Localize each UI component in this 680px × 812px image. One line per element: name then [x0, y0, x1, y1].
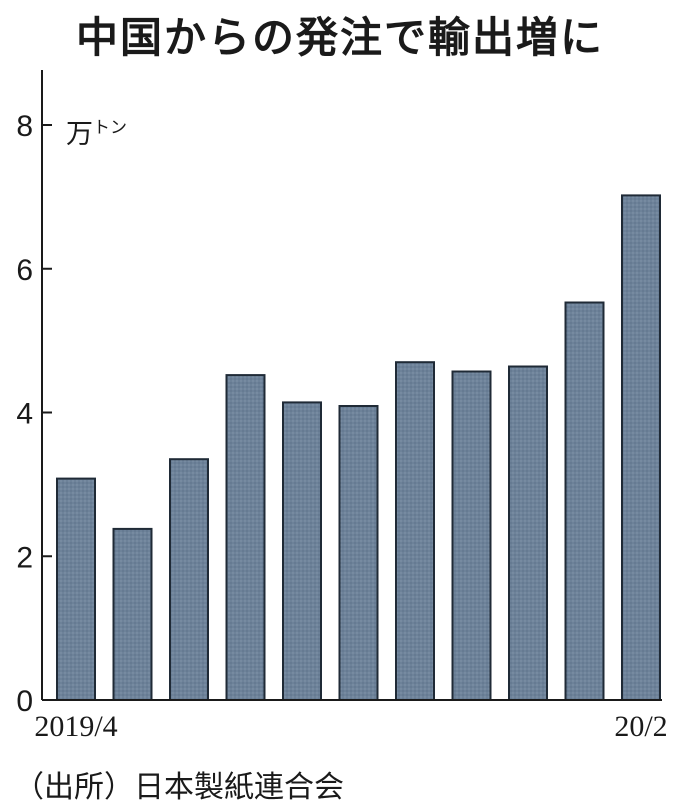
bar-2019/10	[395, 361, 435, 701]
chart-title: 中国からの発注で輸出増に	[75, 13, 604, 62]
bar-2019/4	[56, 477, 96, 701]
bar-20/2	[621, 194, 661, 701]
bar-2019/9	[338, 405, 379, 701]
bar-2020/1	[564, 301, 605, 701]
unit-small: トン	[93, 118, 127, 138]
y-tick-label-8: 8	[16, 110, 33, 143]
y-axis-unit: 万トン	[66, 112, 127, 151]
bar-2019/7	[225, 374, 266, 701]
bar-2019/6	[169, 458, 209, 702]
x-tick-label-10: 20/2	[614, 710, 667, 743]
y-tick-label-6: 6	[16, 254, 33, 287]
unit-main: 万	[66, 119, 93, 150]
y-tick-label-2: 2	[16, 541, 33, 574]
bar-2019/5	[112, 527, 153, 702]
bar-2019/12	[508, 365, 548, 701]
y-tick-label-4: 4	[16, 398, 33, 431]
y-tick-label-0: 0	[16, 685, 33, 718]
bars-group	[56, 194, 661, 702]
source-note: （出所）日本製紙連合会	[14, 770, 344, 805]
y-axis-ticks: 0 2 4 6 8	[16, 110, 52, 718]
bar-2019/8	[282, 401, 322, 701]
bar-2019/11	[451, 370, 492, 701]
x-axis-labels: 2019/4 20/2	[34, 710, 667, 743]
x-tick-label-0: 2019/4	[34, 710, 117, 743]
